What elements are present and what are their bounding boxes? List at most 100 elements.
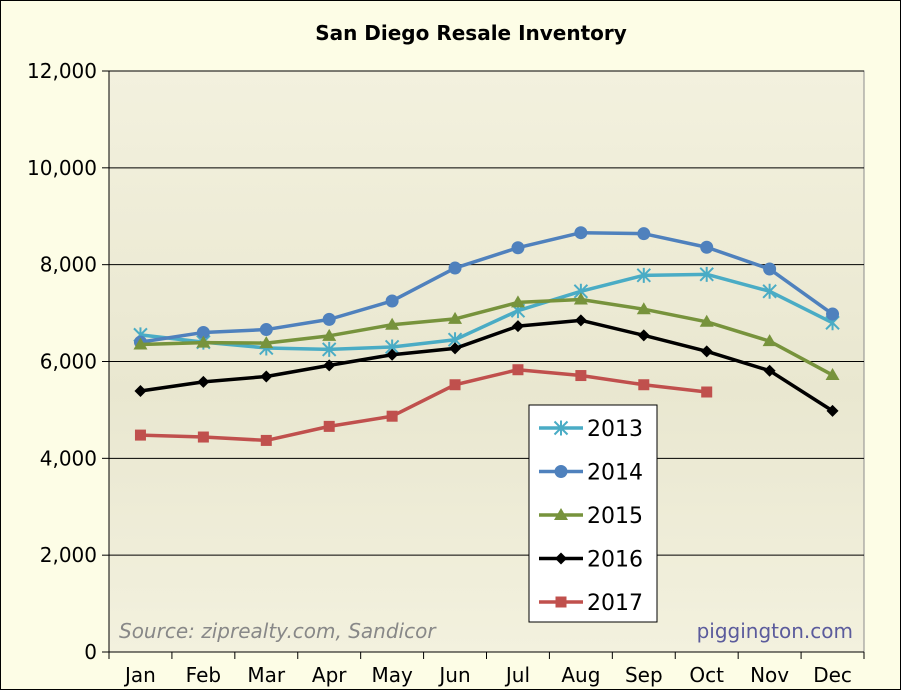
data-point bbox=[449, 342, 462, 355]
legend-label: 2013 bbox=[587, 417, 643, 442]
data-point bbox=[448, 261, 462, 275]
data-point bbox=[636, 267, 651, 283]
y-tick-label: 2,000 bbox=[40, 543, 97, 567]
chart-title: San Diego Resale Inventory bbox=[315, 21, 627, 45]
series-2014 bbox=[133, 226, 840, 349]
x-tick-label: Jul bbox=[504, 663, 530, 687]
data-point bbox=[134, 429, 146, 441]
y-tick-label: 10,000 bbox=[27, 156, 97, 180]
series-line bbox=[140, 272, 834, 352]
data-point bbox=[699, 266, 714, 282]
x-tick-label: Aug bbox=[561, 663, 600, 687]
legend-swatch-marker bbox=[554, 465, 568, 478]
data-point bbox=[133, 337, 148, 350]
legend-items: 2013 2014 2015 2016 2017 bbox=[539, 417, 643, 616]
data-point bbox=[197, 375, 210, 388]
data-point bbox=[323, 359, 336, 372]
data-point bbox=[825, 368, 840, 381]
series-line bbox=[140, 318, 834, 413]
axes: 0 2,000 4,000 6,000 8,000 10,000 12,000 Jan Feb M… bbox=[27, 59, 865, 687]
data-point bbox=[322, 341, 337, 357]
data-point bbox=[574, 314, 587, 327]
data-point bbox=[826, 307, 840, 321]
data-point bbox=[512, 364, 524, 376]
data-point bbox=[510, 295, 525, 308]
data-point bbox=[573, 292, 588, 305]
data-point bbox=[196, 335, 211, 348]
data-point bbox=[134, 385, 147, 398]
data-point bbox=[699, 314, 714, 327]
x-tick-label: Sep bbox=[625, 663, 663, 687]
y-tick-label: 0 bbox=[84, 640, 97, 664]
legend: 2013 2014 2015 2016 2017 bbox=[528, 404, 658, 623]
data-point bbox=[385, 317, 400, 330]
data-point bbox=[763, 364, 776, 377]
data-point bbox=[322, 328, 337, 341]
data-point bbox=[385, 294, 399, 308]
legend-label: 2015 bbox=[587, 504, 643, 529]
legend-label: 2014 bbox=[587, 461, 643, 486]
y-tick-label: 6,000 bbox=[40, 350, 97, 374]
data-point bbox=[575, 370, 587, 382]
data-point bbox=[700, 345, 713, 358]
data-point bbox=[763, 262, 777, 276]
legend-swatch-marker bbox=[554, 508, 568, 520]
data-point bbox=[637, 329, 650, 342]
legend-swatch-marker bbox=[555, 596, 567, 608]
data-point bbox=[700, 240, 714, 254]
legend-label: 2016 bbox=[587, 548, 643, 573]
data-point bbox=[637, 227, 651, 241]
series-2016 bbox=[134, 314, 839, 417]
data-point bbox=[260, 434, 272, 446]
data-point bbox=[701, 386, 713, 398]
data-point bbox=[511, 320, 524, 333]
data-point bbox=[762, 283, 777, 299]
credit-annotation: piggington.com bbox=[697, 619, 853, 643]
y-tick-label: 8,000 bbox=[40, 253, 97, 277]
data-point bbox=[322, 312, 336, 326]
legend-item-2016: 2016 bbox=[539, 548, 643, 573]
series-line bbox=[140, 297, 834, 377]
legend-swatch-marker bbox=[555, 552, 567, 565]
data-point bbox=[762, 334, 777, 347]
series-2017 bbox=[134, 364, 713, 446]
legend-swatch-marker bbox=[553, 420, 569, 436]
data-point bbox=[826, 404, 839, 417]
data-point bbox=[259, 323, 273, 337]
data-point bbox=[448, 311, 463, 324]
series-layer bbox=[133, 226, 840, 446]
x-tick-label: Dec bbox=[813, 663, 852, 687]
x-tick-label: Jan bbox=[123, 663, 156, 687]
legend-item-2015: 2015 bbox=[539, 504, 643, 529]
source-annotation: Source: ziprealty.com, Sandicor bbox=[119, 619, 437, 643]
legend-item-2013: 2013 bbox=[539, 417, 643, 442]
data-point bbox=[511, 241, 525, 255]
data-point bbox=[197, 431, 209, 443]
data-point bbox=[638, 379, 650, 391]
x-tick-label: Apr bbox=[312, 663, 347, 687]
data-point bbox=[386, 410, 398, 422]
y-tick-label: 12,000 bbox=[27, 59, 97, 83]
data-point bbox=[574, 226, 588, 240]
legend-label: 2017 bbox=[587, 591, 643, 616]
data-point bbox=[386, 348, 399, 361]
data-point bbox=[449, 379, 461, 391]
data-point bbox=[259, 336, 274, 349]
x-tick-label: Jun bbox=[437, 663, 470, 687]
series-line bbox=[140, 230, 834, 344]
gridlines bbox=[109, 70, 864, 556]
data-point bbox=[323, 420, 335, 432]
x-tick-label: Mar bbox=[247, 663, 286, 687]
x-tick-label: Nov bbox=[750, 663, 789, 687]
x-tick-label: Feb bbox=[186, 663, 221, 687]
series-line bbox=[140, 367, 707, 443]
series-2015 bbox=[133, 292, 840, 381]
data-point bbox=[260, 370, 273, 383]
legend-item-2017: 2017 bbox=[539, 591, 643, 616]
x-tick-label: May bbox=[371, 663, 413, 687]
y-tick-label: 4,000 bbox=[40, 446, 97, 470]
data-point bbox=[636, 302, 651, 315]
legend-item-2014: 2014 bbox=[539, 461, 643, 486]
